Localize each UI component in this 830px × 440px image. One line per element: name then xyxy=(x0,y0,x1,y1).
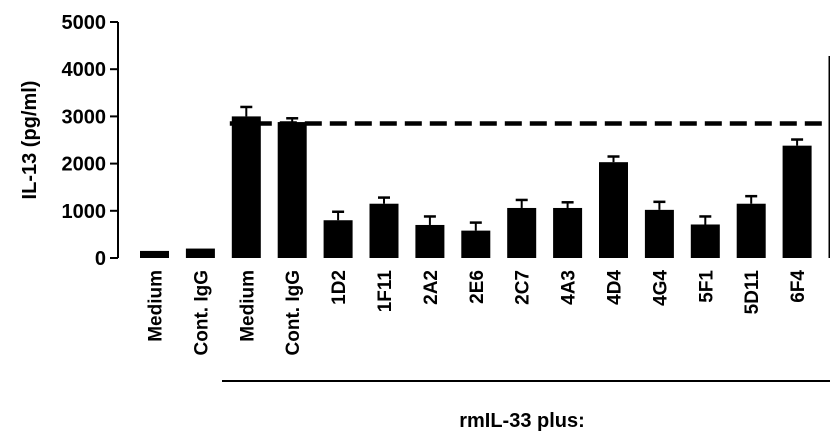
bar xyxy=(507,207,537,258)
x-tick-label: 2A2 xyxy=(421,270,442,305)
y-axis: 0 1000 2000 3000 4000 5000 xyxy=(62,12,119,270)
group-annotation: rmIL-33 plus: xyxy=(222,380,830,432)
bar xyxy=(828,55,830,258)
bar xyxy=(323,220,353,258)
bar xyxy=(231,116,261,259)
x-tick-label: Medium xyxy=(146,270,167,342)
x-tick-label: 1D2 xyxy=(329,270,350,305)
y-tick-label: 1000 xyxy=(62,201,107,223)
group-label: rmIL-33 plus: xyxy=(459,410,585,432)
bar xyxy=(140,250,169,258)
x-tick-label: 2C7 xyxy=(513,270,534,305)
bar xyxy=(736,203,766,258)
bar xyxy=(599,162,628,258)
bar xyxy=(277,122,307,259)
bar xyxy=(690,224,720,258)
error-bars xyxy=(240,105,804,231)
bar xyxy=(369,203,399,258)
bar xyxy=(553,207,583,258)
x-tick-label: Cont. IgG xyxy=(191,270,212,355)
bar xyxy=(782,145,812,258)
x-axis-labels: Medium Cont. IgG Medium Cont. IgG 1D2 1F11 2A2… xyxy=(146,270,810,356)
bar xyxy=(461,230,491,258)
x-tick-label: Medium xyxy=(237,270,258,342)
x-tick-label: 4D4 xyxy=(605,270,626,305)
y-tick-label: 2000 xyxy=(62,154,107,176)
bar xyxy=(415,224,445,258)
x-tick-label: Cont. IgG xyxy=(283,270,304,355)
x-tick-label: 6F4 xyxy=(788,270,809,303)
x-tick-label: 1F11 xyxy=(375,270,396,313)
y-tick-label: 4000 xyxy=(62,59,107,81)
x-tick-label: 4G4 xyxy=(650,270,671,306)
bar xyxy=(185,248,215,258)
y-tick-label: 3000 xyxy=(62,106,107,128)
x-tick-label: 4A3 xyxy=(559,270,580,305)
x-tick-label: 2E6 xyxy=(467,270,488,304)
x-tick-label: 5D11 xyxy=(742,270,763,315)
y-axis-title: IL-13 (pg/ml) xyxy=(19,81,41,200)
y-tick-label: 5000 xyxy=(62,12,107,34)
y-tick-label: 0 xyxy=(95,248,106,270)
x-tick-label: 5F1 xyxy=(696,270,717,303)
bar xyxy=(644,209,674,258)
bars xyxy=(140,55,830,259)
